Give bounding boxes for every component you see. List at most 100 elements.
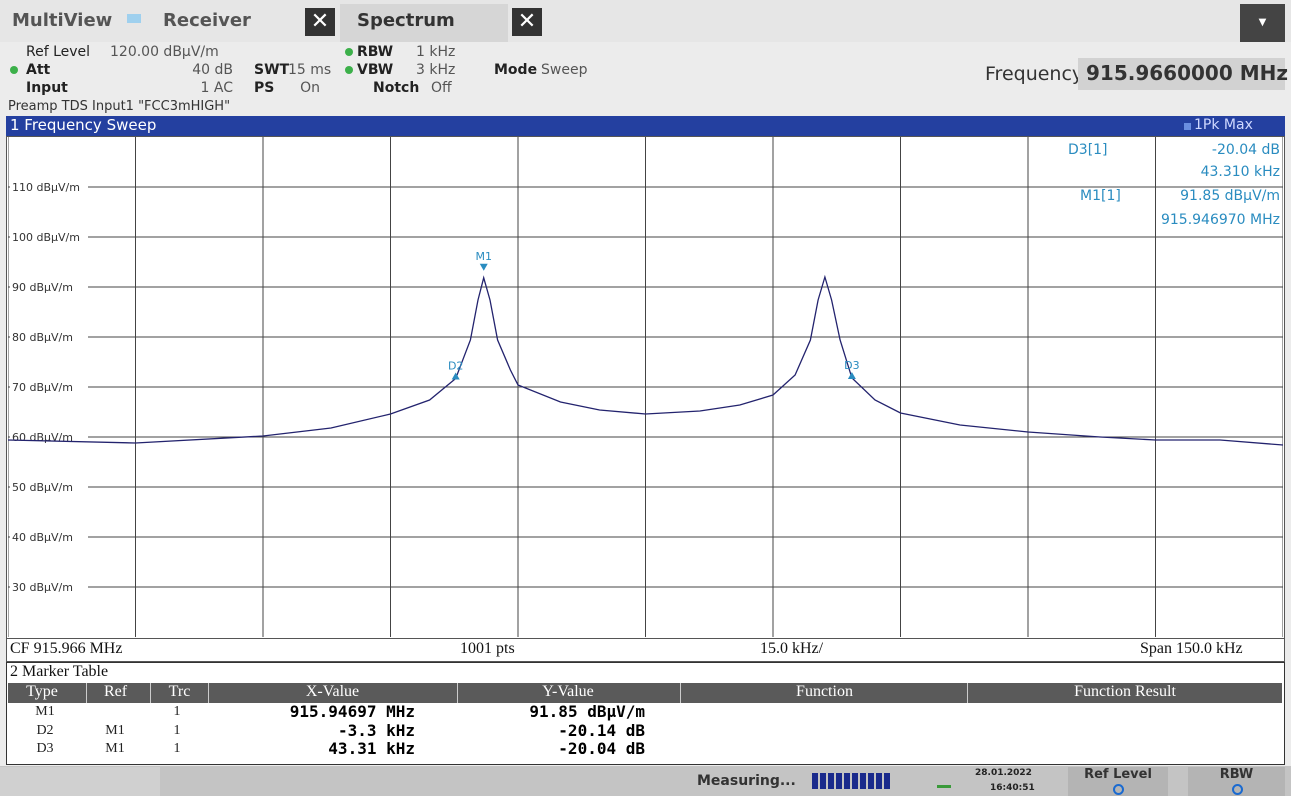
tab[interactable]: Spectrum (357, 10, 455, 31)
close-button[interactable]: ✕ (305, 8, 335, 36)
cell: -20.14 dB (558, 721, 645, 740)
setting-label: RBW (357, 44, 394, 60)
footer-text: 15.0 kHz/ (760, 640, 824, 657)
tick-label-bg (10, 329, 88, 345)
trace (8, 274, 1283, 446)
setting-label: Input (26, 80, 68, 96)
softkey-label[interactable]: Ref Level (1084, 767, 1152, 782)
marker-label: D2 (448, 359, 463, 372)
marker-table (6, 662, 1285, 765)
frequency-box[interactable] (1078, 58, 1285, 90)
softkey-indicator (1113, 784, 1124, 795)
marker (847, 371, 856, 379)
setting-value: 1 kHz (416, 44, 456, 60)
footer-text: Span 150.0 kHz (1140, 640, 1243, 657)
tab[interactable]: Receiver (163, 10, 251, 31)
y-tick-label: 110 dBµV/m (12, 181, 80, 194)
window-title: 1 Frequency Sweep (10, 116, 157, 134)
footer-text: 1001 pts (460, 640, 515, 657)
cell: -3.3 kHz (337, 721, 415, 740)
column-divider (150, 683, 151, 703)
cell: M1 (105, 723, 125, 738)
setting-value: Off (431, 80, 452, 96)
footer-divider (7, 638, 1284, 639)
column-divider (967, 683, 968, 703)
setting-label: Notch (373, 80, 420, 96)
cell: 1 (173, 741, 181, 756)
active-tab[interactable] (340, 4, 508, 42)
setting-label: SWT (254, 62, 290, 78)
frequency-value: 915.9660000 MHz (1086, 61, 1289, 85)
tab-bar (0, 0, 1291, 42)
setting-value: 3 kHz (416, 62, 456, 78)
dropdown-button[interactable]: ▼ (1240, 4, 1285, 42)
setting-label: Ref Level (26, 44, 91, 60)
marker-info: M1[1] (1080, 188, 1121, 204)
column-header: Function Result (1074, 683, 1176, 700)
marker-info: 43.310 kHz (1200, 164, 1280, 180)
close-button[interactable]: ✕ (512, 8, 542, 36)
time: 16:40:51 (990, 783, 1035, 793)
progress-bar (812, 773, 890, 789)
marker-label: M1 (475, 250, 492, 263)
tick-label-bg (10, 579, 88, 595)
tick-label-bg (10, 229, 88, 245)
tab[interactable]: MultiView (12, 10, 113, 31)
column-header: Trc (168, 683, 191, 700)
indicator (10, 66, 18, 74)
cell: D2 (36, 723, 54, 738)
y-tick-label: 30 dBµV/m (12, 581, 73, 594)
setting-value: 40 dB (192, 62, 233, 78)
column-divider (680, 683, 681, 703)
cell: -20.04 dB (558, 739, 645, 758)
footer-text: CF 915.966 MHz (10, 640, 123, 657)
y-tick-label: 70 dBµV/m (12, 381, 73, 394)
indicator (345, 66, 353, 74)
cell: 1 (173, 723, 181, 738)
tab-icon (127, 14, 141, 23)
window-title-bar (6, 116, 1285, 136)
setting-label: Att (26, 62, 51, 78)
tick-label-bg (10, 479, 88, 495)
marker-info: -20.04 dB (1211, 142, 1280, 158)
trace-indicator (1184, 123, 1191, 130)
marker (479, 263, 488, 271)
marker-info: 915.946970 MHz (1160, 212, 1280, 228)
y-tick-label: 90 dBµV/m (12, 281, 73, 294)
tick-label-bg (10, 179, 88, 195)
y-tick-label: 50 dBµV/m (12, 481, 73, 494)
cell: D3 (36, 741, 54, 756)
plot: 30 dBµV/m 40 dBµV/m 50 dBµV/m 60 dBµV/m 70 d… (8, 137, 1283, 637)
column-divider (208, 683, 209, 703)
y-tick-label: 80 dBµV/m (12, 331, 73, 344)
setting-value: 15 ms (288, 62, 332, 78)
cell: 915.94697 MHz (289, 702, 415, 721)
setting-value: 120.00 dBµV/m (110, 44, 219, 60)
column-header: Y-Value (542, 683, 594, 700)
status-text: Measuring... (697, 773, 796, 789)
cell: M1 (105, 741, 125, 756)
cell: 91.85 dBµV/m (529, 702, 645, 721)
setting-label: PS (254, 80, 275, 96)
y-tick-label: 40 dBµV/m (12, 531, 73, 544)
column-header: Ref (103, 683, 128, 700)
marker (451, 372, 460, 380)
tick-label-bg (10, 279, 88, 295)
setting-value: Sweep (541, 62, 588, 78)
table-title: 2 Marker Table (10, 663, 109, 680)
setting-label: Mode (494, 62, 538, 78)
frequency-label: Frequency (985, 63, 1084, 85)
softkey-label[interactable]: RBW (1219, 767, 1254, 782)
cell: 1 (173, 704, 181, 719)
column-divider (457, 683, 458, 703)
status-segment (0, 767, 160, 796)
trace-label: 1Pk Max (1194, 117, 1253, 133)
y-tick-label: 100 dBµV/m (12, 231, 80, 244)
column-header: Type (26, 683, 58, 700)
setting-label: VBW (357, 62, 394, 78)
table-header (8, 683, 1282, 703)
column-header: Function (796, 683, 853, 700)
cell: M1 (35, 704, 55, 719)
marker-label: D3 (844, 359, 859, 372)
